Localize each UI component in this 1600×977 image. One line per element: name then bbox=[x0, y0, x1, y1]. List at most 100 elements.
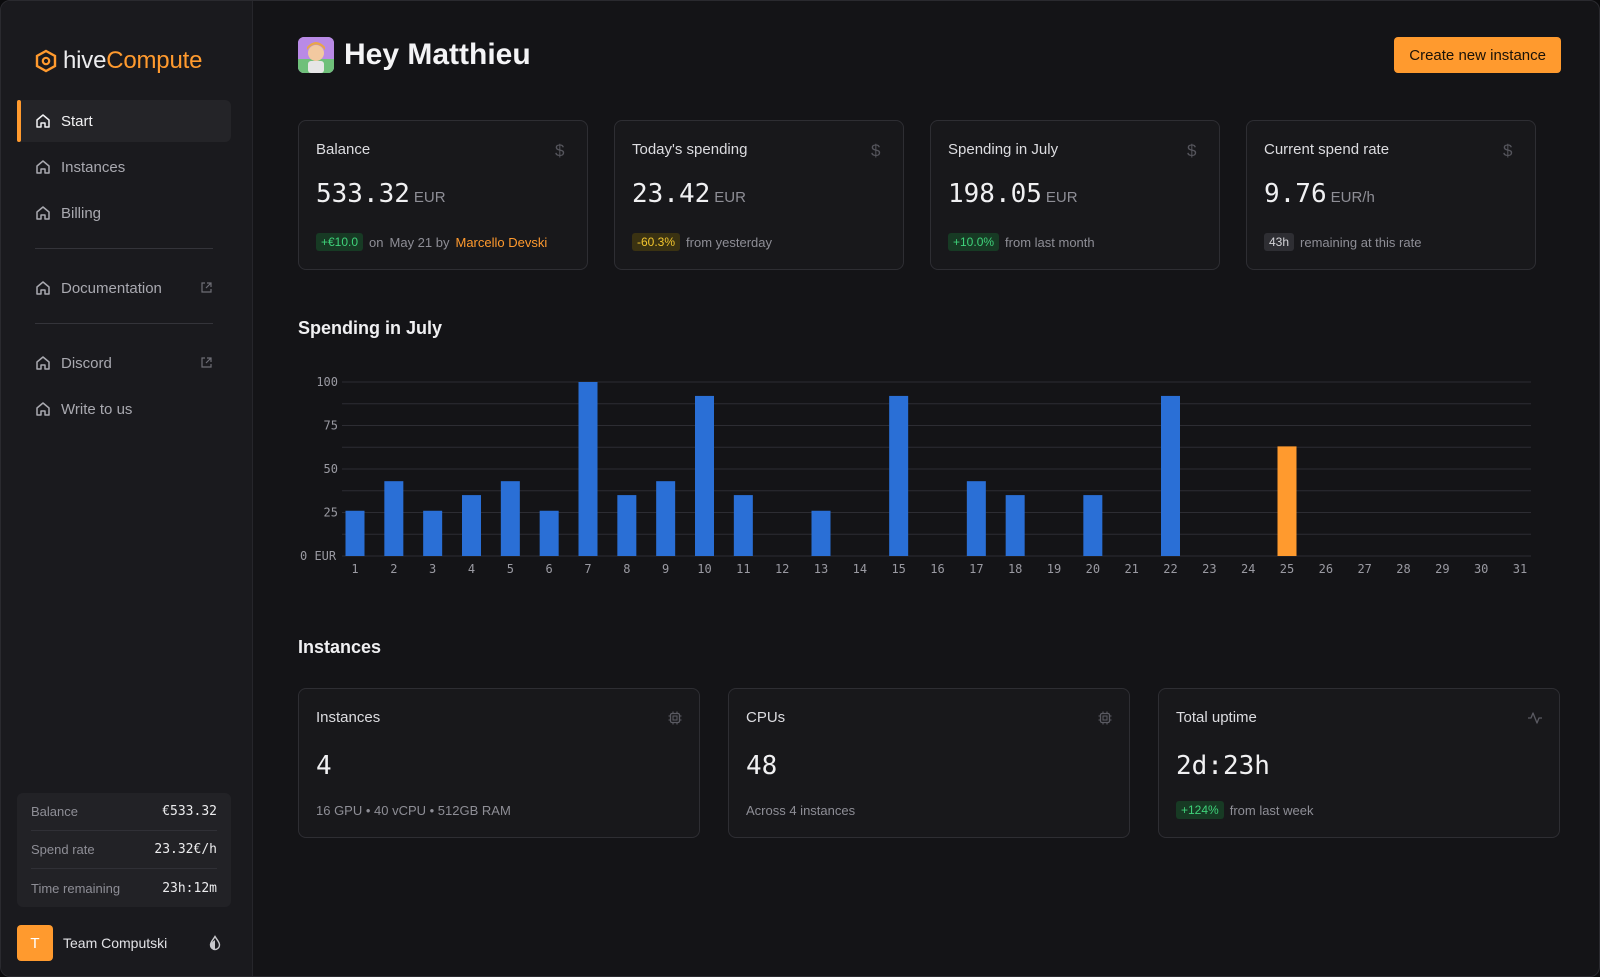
card-title: Today's spending bbox=[632, 141, 748, 158]
page-title: Hey Matthieu bbox=[344, 38, 531, 71]
team-avatar: T bbox=[17, 925, 53, 961]
theme-toggle-icon[interactable] bbox=[207, 935, 223, 951]
team-switcher[interactable]: T Team Computski bbox=[17, 925, 231, 961]
external-link-icon bbox=[201, 282, 212, 293]
home-icon bbox=[35, 113, 51, 129]
x-tick-label: 5 bbox=[507, 562, 514, 576]
card-title: Spending in July bbox=[948, 141, 1059, 158]
chart-bar[interactable] bbox=[889, 395, 909, 556]
summary-cards: Balance $ 533.32 EUR +€10.0 on May 21 by … bbox=[298, 120, 1561, 270]
avatar[interactable] bbox=[298, 37, 334, 73]
card-todays-spending: Today's spending $ 23.42 EUR -60.3% from … bbox=[614, 120, 904, 270]
card-sub: +€10.0 on May 21 by Marcello Devski bbox=[316, 233, 547, 251]
sidebar-item-label: Write to us bbox=[61, 400, 133, 418]
x-tick-label: 21 bbox=[1124, 562, 1138, 576]
sidebar-item-label: Documentation bbox=[61, 279, 162, 297]
x-tick-label: 17 bbox=[969, 562, 983, 576]
user-link[interactable]: Marcello Devski bbox=[455, 234, 548, 250]
chart-bar[interactable] bbox=[966, 481, 986, 556]
logo[interactable]: hiveCompute bbox=[35, 47, 202, 75]
home-icon bbox=[35, 205, 51, 221]
sidebar-item-label: Start bbox=[61, 112, 93, 130]
sidebar: hiveCompute Start Instances Billing Docu… bbox=[1, 1, 253, 976]
sidebar-item-start[interactable]: Start bbox=[17, 100, 231, 142]
stats-row-spend-rate: Spend rate 23.32€/h bbox=[31, 831, 217, 869]
y-tick-label: 25 bbox=[324, 506, 338, 520]
sidebar-divider bbox=[35, 248, 213, 249]
stats-value: 23h:12m bbox=[162, 880, 217, 896]
stats-label: Balance bbox=[31, 804, 78, 819]
x-tick-label: 22 bbox=[1163, 562, 1177, 576]
greeting: Hey Matthieu bbox=[298, 37, 531, 73]
x-tick-label: 15 bbox=[891, 562, 905, 576]
chart-bar[interactable] bbox=[656, 481, 676, 556]
dollar-icon: $ bbox=[1503, 141, 1513, 160]
chart-bar[interactable] bbox=[695, 395, 714, 556]
card-value: 9.76 EUR/h bbox=[1264, 179, 1375, 209]
card-title: Balance bbox=[316, 141, 371, 158]
chart-bar[interactable] bbox=[578, 382, 598, 556]
card-value: 198.05 EUR bbox=[948, 179, 1078, 209]
chart-bar[interactable] bbox=[462, 495, 481, 556]
x-tick-label: 14 bbox=[853, 562, 867, 576]
change-badge: 43h bbox=[1264, 233, 1295, 251]
card-value: 2d:23h bbox=[1176, 751, 1270, 781]
card-spend-rate: Current spend rate $ 9.76 EUR/h 43h remai… bbox=[1246, 120, 1536, 270]
card-total-uptime[interactable]: Total uptime 2d:23h +124% from last week bbox=[1158, 688, 1560, 838]
logo-text: hiveCompute bbox=[63, 47, 203, 74]
card-cpus[interactable]: CPUs 48 Across 4 instances bbox=[728, 688, 1130, 838]
sidebar-item-documentation[interactable]: Documentation bbox=[17, 267, 231, 309]
home-icon bbox=[35, 159, 51, 175]
x-tick-label: 11 bbox=[736, 562, 750, 576]
x-tick-label: 1 bbox=[351, 562, 358, 576]
change-badge: +10.0% bbox=[948, 233, 1000, 251]
chart-bar[interactable] bbox=[539, 510, 559, 556]
sidebar-item-billing[interactable]: Billing bbox=[17, 192, 231, 234]
y-tick-label: 50 bbox=[324, 462, 338, 476]
sidebar-item-instances[interactable]: Instances bbox=[17, 146, 231, 188]
card-value: 23.42 EUR bbox=[632, 179, 746, 209]
spending-chart: 0 EUR 25 50 75 100 1 2 3 4 5 6 7 8 9 10 11 12 13 14 15 16 17 1… bbox=[298, 374, 1561, 589]
sidebar-item-discord[interactable]: Discord bbox=[17, 342, 231, 384]
x-tick-label: 3 bbox=[429, 562, 436, 576]
x-tick-label: 12 bbox=[775, 562, 789, 576]
x-tick-label: 31 bbox=[1513, 562, 1527, 576]
card-balance: Balance $ 533.32 EUR +€10.0 on May 21 by … bbox=[298, 120, 588, 270]
chart-bar[interactable] bbox=[1277, 446, 1297, 556]
chart-bar[interactable] bbox=[1005, 495, 1025, 556]
stats-row-time-remaining: Time remaining 23h:12m bbox=[31, 869, 217, 907]
sidebar-item-write-to-us[interactable]: Write to us bbox=[17, 388, 231, 430]
instances-section-title: Instances bbox=[298, 637, 382, 657]
card-value: 533.32 EUR bbox=[316, 179, 446, 209]
card-sub: +10.0% from last month bbox=[948, 233, 1095, 251]
card-sub: +124% from last week bbox=[1176, 801, 1314, 819]
instance-cards: Instances 4 16 GPU • 40 vCPU • 512GB RAM… bbox=[298, 688, 1561, 838]
chart-bar[interactable] bbox=[345, 510, 365, 556]
chart-bar[interactable] bbox=[1161, 395, 1180, 556]
y-tick-label: 75 bbox=[324, 419, 338, 433]
card-title: CPUs bbox=[746, 709, 786, 726]
card-value: 48 bbox=[746, 751, 778, 781]
chart-bar[interactable] bbox=[423, 510, 443, 556]
chart-bar[interactable] bbox=[1083, 495, 1103, 556]
chart-bar[interactable] bbox=[617, 495, 637, 556]
card-sub: Across 4 instances bbox=[746, 803, 856, 818]
home-icon bbox=[35, 355, 51, 371]
stats-label: Time remaining bbox=[31, 880, 121, 896]
x-tick-label: 10 bbox=[697, 562, 711, 576]
chart-bar[interactable] bbox=[500, 481, 520, 556]
chart-bar[interactable] bbox=[733, 495, 753, 556]
create-instance-button[interactable]: Create new instance bbox=[1394, 37, 1561, 73]
x-tick-label: 2 bbox=[390, 562, 397, 576]
chart-bar[interactable] bbox=[384, 481, 404, 556]
change-badge: +124% bbox=[1176, 801, 1224, 819]
card-spending-month: Spending in July $ 198.05 EUR +10.0% from… bbox=[930, 120, 1220, 270]
x-tick-label: 16 bbox=[930, 562, 944, 576]
x-tick-label: 23 bbox=[1202, 562, 1216, 576]
sidebar-nav: Start Instances Billing Documentation Di… bbox=[17, 100, 231, 434]
x-tick-label: 20 bbox=[1086, 562, 1100, 576]
card-instances[interactable]: Instances 4 16 GPU • 40 vCPU • 512GB RAM bbox=[298, 688, 700, 838]
dollar-icon: $ bbox=[555, 141, 565, 160]
chart-bar[interactable] bbox=[811, 510, 831, 556]
sidebar-item-label: Discord bbox=[61, 354, 112, 372]
